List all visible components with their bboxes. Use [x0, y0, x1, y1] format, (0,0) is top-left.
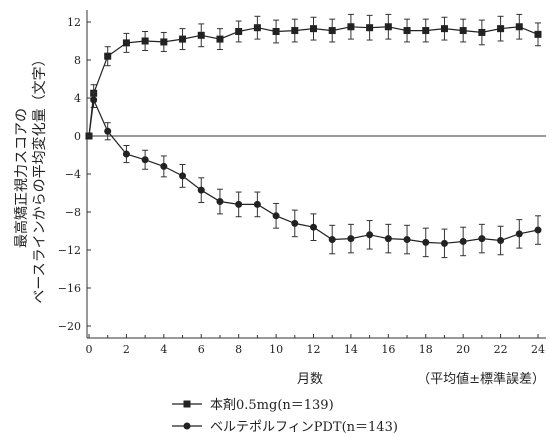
data-point-square [459, 27, 467, 35]
data-point-square [347, 23, 355, 31]
y-axis-title-line: ベースラインからの平均変化量（文字） [31, 52, 48, 303]
data-point-square [253, 24, 261, 32]
data-point-square [422, 27, 430, 35]
data-point-square [497, 25, 505, 33]
legend-label: ベルテポルフィンPDT(n＝143) [210, 420, 398, 435]
y-tick-label: −12 [58, 244, 81, 257]
data-point-square [478, 28, 486, 36]
data-point-square [179, 35, 187, 43]
plot-area [86, 10, 546, 339]
data-point-square [235, 28, 243, 35]
series-layer [85, 13, 542, 259]
y-tick-label: −4 [65, 168, 81, 181]
series-verteporfin-pdt [85, 91, 542, 259]
data-point-circle [440, 239, 448, 247]
data-point-circle [216, 198, 224, 206]
x-tick-label: 6 [198, 343, 205, 356]
data-point-circle [310, 223, 317, 231]
y-tick-label: 4 [74, 92, 81, 105]
data-point-circle [179, 172, 187, 180]
y-tick-label: −8 [65, 206, 81, 219]
y-tick-label: 12 [67, 16, 81, 29]
data-point-circle [534, 226, 542, 234]
x-tick-label: 18 [419, 343, 433, 356]
y-tick-label: 0 [74, 130, 81, 143]
data-point-circle [422, 238, 430, 246]
data-point-circle [291, 219, 299, 227]
data-point-square [328, 27, 336, 35]
x-tick-label: 2 [123, 343, 130, 356]
data-point-square [515, 23, 523, 31]
y-tick-label: 8 [74, 54, 81, 67]
legend: 本剤0.5mg(n＝139) ベルテポルフィンPDT(n＝143) [172, 397, 398, 435]
data-point-square [216, 35, 224, 43]
data-point-circle [515, 230, 523, 238]
data-point-square [160, 38, 168, 46]
x-tick-label: 0 [86, 343, 93, 356]
data-point-square [122, 39, 130, 47]
data-point-square [291, 27, 299, 35]
x-tick-label: 16 [381, 343, 395, 356]
legend-marker-square [183, 400, 191, 408]
series-line [88, 26, 539, 137]
data-point-circle [197, 186, 205, 194]
x-tick-label: 10 [269, 343, 283, 356]
data-point-circle [141, 156, 149, 164]
y-axis-title: 最高矯正視力スコアの ベースラインからの平均変化量（文字） [13, 52, 48, 303]
x-tick-label: 20 [456, 343, 470, 356]
data-point-circle [328, 236, 336, 244]
data-point-circle [272, 212, 280, 220]
data-point-circle [347, 235, 355, 243]
x-tick-label: 12 [307, 343, 321, 356]
legend-marker-circle [183, 422, 191, 430]
data-point-square [197, 31, 205, 39]
data-point-circle [90, 96, 98, 104]
data-point-circle [160, 162, 168, 170]
x-tick-label: 14 [344, 343, 358, 356]
data-point-square [104, 52, 112, 60]
x-tick-label: 8 [235, 343, 242, 356]
x-tick-label: 4 [160, 343, 167, 356]
data-point-square [141, 37, 149, 45]
data-point-square [440, 25, 448, 33]
data-point-square [272, 28, 280, 35]
legend-label: 本剤0.5mg(n＝139) [210, 397, 334, 413]
data-point-square [310, 25, 317, 33]
y-tick-label: −20 [58, 320, 81, 333]
x-tick-label: 22 [494, 343, 508, 356]
data-point-circle [384, 235, 392, 243]
data-point-circle [497, 237, 505, 244]
data-point-square [384, 23, 392, 31]
data-point-circle [122, 150, 130, 158]
series-ranibizumab [85, 13, 542, 140]
x-axis-title: 月数 [297, 372, 323, 387]
data-point-circle [235, 200, 243, 208]
y-tick-label: −16 [58, 282, 81, 295]
y-axis-title-line: 最高矯正視力スコアの [13, 108, 30, 248]
data-point-circle [403, 236, 411, 244]
data-point-square [403, 27, 411, 35]
data-point-circle [104, 127, 112, 135]
data-point-circle [459, 237, 467, 245]
data-point-square [534, 30, 542, 38]
data-point-square [366, 24, 374, 32]
data-point-circle [253, 200, 261, 208]
x-tick-label: 24 [531, 343, 545, 356]
x-axis-note: （平均値±標準誤差） [417, 371, 545, 387]
data-point-circle [366, 231, 374, 239]
data-point-circle [478, 235, 486, 243]
